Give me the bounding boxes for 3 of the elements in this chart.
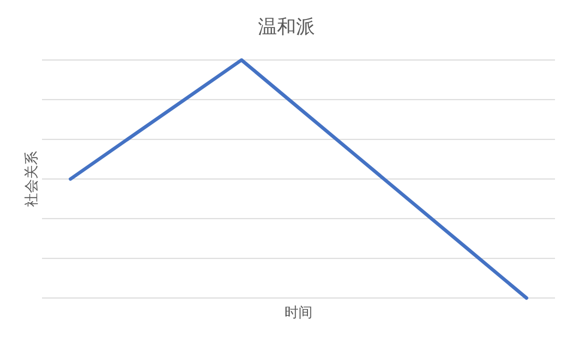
x-axis-title: 时间 [284, 304, 312, 320]
chart-title: 温和派 [258, 17, 315, 38]
y-axis-title: 社会关系 [23, 151, 39, 207]
